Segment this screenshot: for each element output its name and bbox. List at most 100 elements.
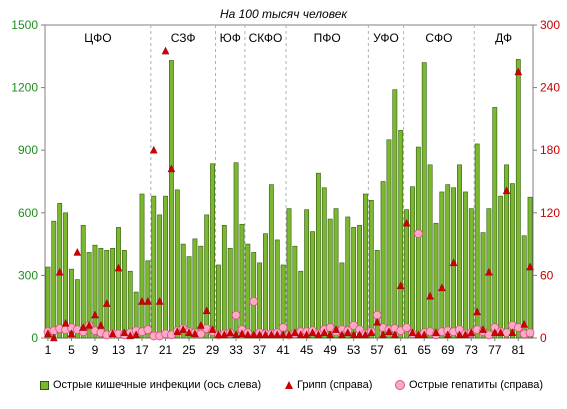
bar — [210, 163, 215, 339]
flu-point — [126, 331, 135, 340]
flu-point — [490, 328, 499, 336]
bar — [221, 225, 227, 339]
flu-point — [502, 186, 511, 195]
flu-point — [67, 329, 76, 338]
legend-bar-swatch — [40, 380, 49, 390]
x-axis-label: 1 — [45, 343, 52, 357]
legend-circle-swatch — [395, 380, 405, 391]
x-axis-label: 53 — [347, 343, 361, 357]
flu-point — [420, 330, 429, 339]
hepatitis-point — [143, 325, 153, 335]
x-axis-label: 73 — [465, 343, 479, 357]
flu-point — [155, 297, 164, 305]
bar — [251, 252, 257, 339]
flu-point — [208, 325, 217, 333]
flu-point — [355, 330, 364, 339]
bar — [392, 89, 398, 339]
flu-point — [138, 297, 146, 305]
flu-point — [467, 328, 476, 336]
flu-point — [343, 328, 352, 336]
right-axis-label: 0 — [540, 331, 547, 345]
bar — [498, 195, 504, 339]
bar — [157, 214, 163, 339]
flu-point — [161, 46, 170, 55]
x-axis-label: 17 — [135, 343, 149, 357]
bar — [110, 247, 116, 339]
flu-point — [85, 321, 93, 329]
bar — [404, 209, 410, 339]
flu-point — [314, 330, 323, 339]
bar — [445, 184, 451, 339]
bar — [204, 214, 210, 339]
x-axis-label: 21 — [159, 343, 173, 357]
bar — [327, 218, 333, 339]
bar — [227, 247, 233, 339]
bar — [139, 193, 145, 339]
flu-point — [349, 330, 358, 339]
bar — [315, 172, 321, 339]
bar — [474, 143, 480, 339]
bar — [257, 262, 263, 339]
bar — [410, 186, 415, 339]
legend-item-bars: Острые кишечные инфекции (ось слева) — [40, 378, 261, 392]
bar — [439, 191, 445, 339]
bar — [80, 225, 86, 339]
flu-point — [367, 328, 376, 336]
flu-point — [391, 330, 399, 339]
flu-point — [332, 325, 340, 333]
bar — [51, 220, 57, 339]
district-label: ПФО — [314, 31, 341, 45]
bar — [333, 208, 339, 339]
bar — [239, 223, 245, 339]
bar — [116, 227, 121, 339]
hepatitis-point — [349, 321, 359, 330]
flu-point — [414, 330, 423, 339]
bar — [121, 250, 127, 339]
x-axis-label: 57 — [371, 343, 385, 357]
flu-point — [267, 330, 276, 339]
flu-point — [196, 321, 205, 329]
flu-point — [514, 67, 523, 76]
flu-point — [191, 329, 199, 338]
flu-point — [443, 330, 452, 339]
flu-point — [373, 317, 382, 326]
bar — [421, 62, 427, 339]
legend-item-flu: Грипп (справа) — [285, 378, 372, 392]
flu-point — [426, 291, 434, 300]
bar — [86, 252, 92, 339]
bar — [74, 279, 80, 339]
flu-point — [91, 310, 99, 319]
flu-point — [402, 218, 411, 227]
x-axis-label: 5 — [68, 343, 75, 357]
hepatitis-point — [413, 229, 423, 239]
flu-point — [55, 267, 64, 276]
bar — [415, 146, 421, 339]
flu-point — [44, 329, 52, 338]
flu-point — [320, 328, 329, 336]
bar — [357, 225, 362, 339]
district-label: ЮФ — [220, 31, 241, 45]
bar — [457, 164, 462, 339]
flu-point — [279, 330, 287, 339]
left-axis-label: 600 — [18, 206, 38, 220]
x-axis-label: 49 — [323, 343, 337, 357]
flu-point — [97, 321, 105, 329]
flu-point — [479, 325, 487, 333]
x-axis-label: 25 — [182, 343, 196, 357]
left-axis-label: 0 — [31, 331, 38, 345]
flu-point — [167, 164, 176, 173]
flu-point — [120, 328, 129, 336]
flu-point — [296, 330, 305, 339]
bar — [321, 187, 327, 339]
chart-title: На 100 тысяч человек — [219, 7, 348, 21]
hepatitis-point — [249, 297, 259, 306]
bar — [310, 231, 315, 339]
bar — [480, 232, 486, 339]
flu-point — [485, 267, 493, 276]
flu-point — [526, 262, 534, 271]
district-label: СФО — [425, 31, 452, 45]
flu-point — [461, 330, 470, 339]
x-axis-label: 61 — [394, 343, 408, 357]
flu-point — [261, 330, 270, 339]
